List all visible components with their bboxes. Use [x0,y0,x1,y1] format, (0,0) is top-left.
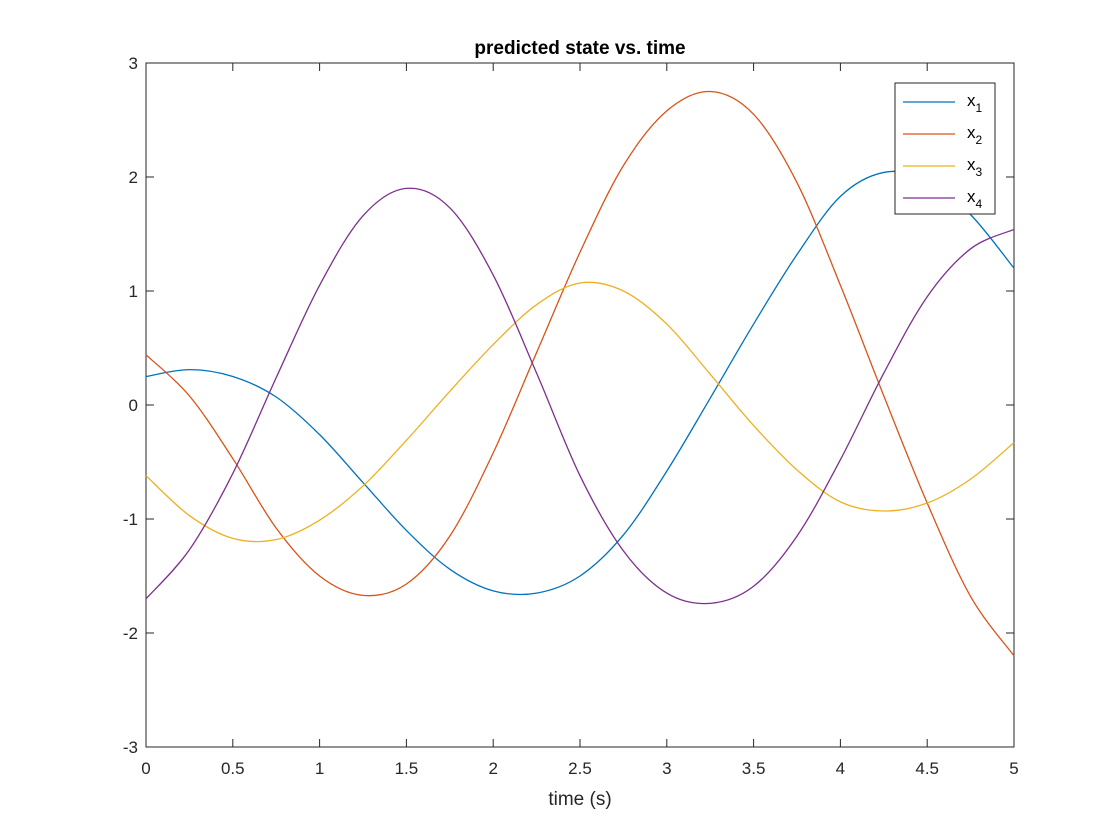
axis-tick-labels: 0 0.5 1 1.5 2 2.5 3 3.5 4 4.5 5 -3 -2 -1 0 1 2 3 [123,54,1019,778]
x-axis-label: time (s) [548,789,611,810]
x-tick-label: 2 [488,759,497,778]
y-tick-label: -3 [123,738,138,757]
x-tick-label: 1 [315,759,324,778]
chart-title: predicted state vs. time [474,38,685,59]
x-tick-label: 3.5 [742,759,766,778]
x-tick-label: 0 [141,759,150,778]
legend-box [894,82,996,215]
y-tick-label: 2 [129,168,138,187]
x-tick-label: 5 [1009,759,1018,778]
series-lines [145,90,1015,657]
series-line-x1 [145,170,1015,596]
axis-ticks [145,62,1015,748]
x-tick-label: 3 [662,759,671,778]
x-tick-label: 1.5 [395,759,419,778]
y-tick-label: 3 [129,54,138,73]
y-tick-label: 0 [129,396,138,415]
x-tick-label: 2.5 [568,759,592,778]
plot-area [145,62,1015,748]
x-tick-label: 0.5 [221,759,245,778]
series-line-x3 [145,281,1015,543]
x-tick-label: 4 [836,759,845,778]
y-tick-label: 1 [129,282,138,301]
series-line-x4 [145,187,1015,605]
series-line-x2 [145,90,1015,657]
x-tick-label: 4.5 [915,759,939,778]
y-tick-label: -2 [123,624,138,643]
y-tick-label: -1 [123,510,138,529]
